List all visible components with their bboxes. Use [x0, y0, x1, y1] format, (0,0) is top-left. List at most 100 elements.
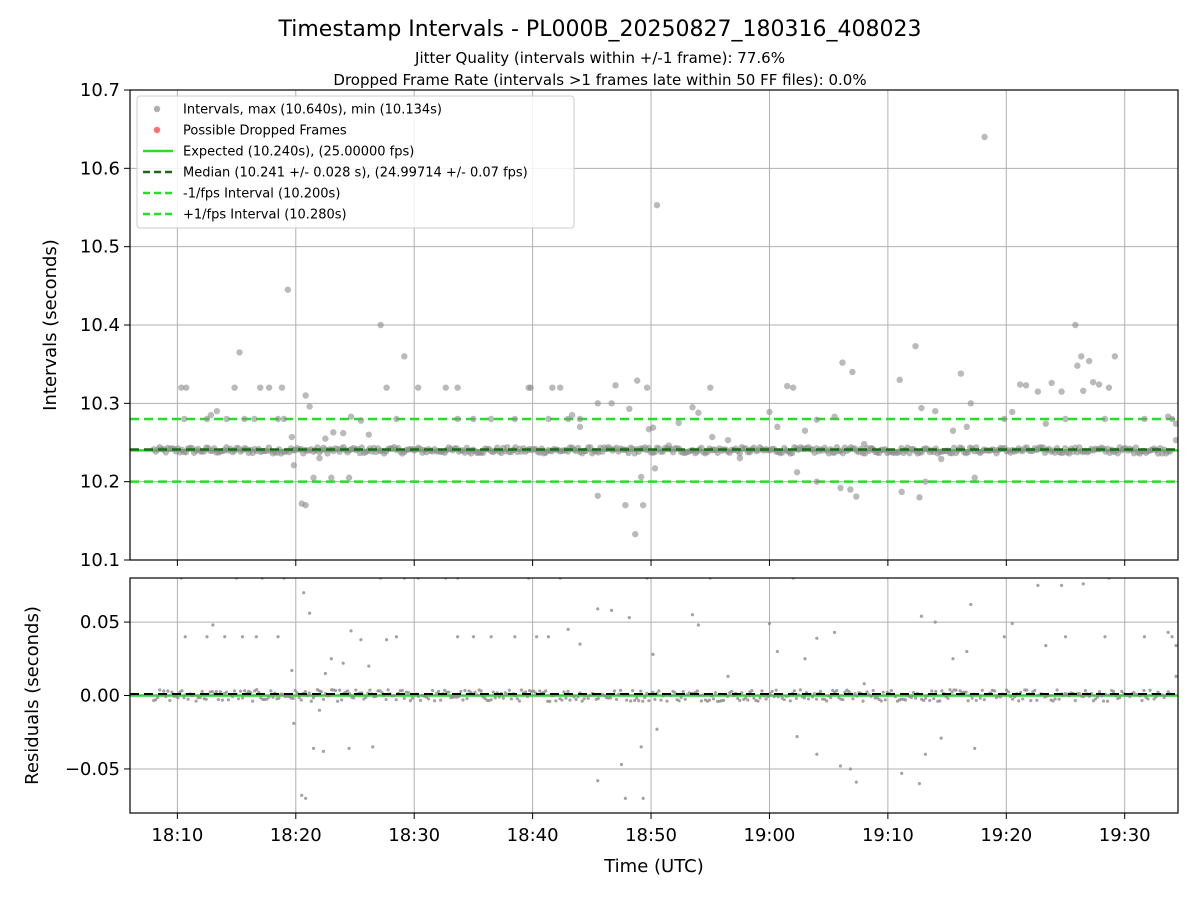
data-point — [416, 694, 421, 699]
data-point — [554, 699, 558, 703]
data-point — [627, 616, 631, 620]
data-point — [681, 689, 685, 694]
data-point — [418, 698, 423, 702]
data-point — [442, 384, 449, 391]
data-point — [869, 694, 873, 699]
data-point — [608, 696, 613, 700]
data-point — [564, 415, 572, 423]
data-point — [1076, 535, 1079, 538]
data-point — [871, 688, 875, 693]
data-point — [922, 698, 926, 703]
data-point — [437, 689, 441, 694]
data-point — [839, 359, 846, 366]
data-point — [696, 623, 701, 627]
data-point — [645, 691, 649, 695]
data-point — [939, 736, 943, 740]
data-point — [957, 370, 965, 377]
data-point — [255, 688, 259, 692]
data-point — [639, 689, 643, 693]
data-point — [580, 699, 584, 703]
data-point — [932, 407, 939, 415]
legend-marker-dropped — [153, 126, 161, 134]
y-tick-label: 10.7 — [80, 80, 120, 101]
data-point — [340, 698, 344, 702]
data-point — [738, 698, 742, 703]
data-point — [746, 698, 750, 702]
data-point — [394, 698, 398, 702]
data-point — [1174, 674, 1178, 679]
data-point — [616, 692, 621, 696]
y-tick-label: 0.00 — [80, 686, 120, 707]
data-point — [766, 694, 770, 698]
data-point — [566, 689, 570, 694]
data-point — [525, 694, 530, 699]
data-point — [302, 591, 306, 595]
data-point — [1128, 695, 1132, 699]
data-point — [775, 649, 779, 654]
x-tick-label: 18:30 — [388, 825, 440, 846]
data-point — [1118, 696, 1122, 700]
data-point — [311, 696, 315, 700]
data-point — [216, 698, 220, 702]
data-point — [786, 573, 789, 576]
data-point — [408, 699, 412, 703]
data-point — [965, 649, 969, 654]
data-point — [1160, 693, 1164, 697]
data-point — [1120, 689, 1124, 693]
data-point — [813, 416, 821, 423]
data-point — [1105, 384, 1113, 391]
data-point — [1105, 699, 1110, 703]
data-point — [1085, 357, 1093, 365]
chart-subtitle-jitter: Jitter Quality (intervals within +/-1 fr… — [414, 49, 785, 67]
data-point — [430, 688, 435, 693]
data-point — [596, 779, 600, 783]
data-point — [1033, 688, 1037, 692]
data-point — [456, 635, 460, 639]
data-point — [614, 572, 617, 575]
data-point — [1081, 694, 1085, 699]
data-point — [673, 691, 677, 695]
data-point — [439, 698, 443, 702]
axes-frame — [129, 577, 1179, 814]
data-point — [756, 699, 760, 703]
data-point — [914, 499, 917, 502]
axes-frame — [129, 89, 1179, 561]
data-point — [479, 689, 483, 693]
data-point — [1166, 690, 1170, 694]
data-point — [967, 400, 974, 407]
data-point — [538, 689, 542, 693]
data-point — [1154, 695, 1158, 699]
data-point — [414, 384, 422, 391]
data-point — [594, 400, 601, 407]
data-point — [970, 696, 974, 700]
data-point — [964, 690, 968, 694]
data-point — [178, 384, 185, 391]
x-tick-label: 18:10 — [151, 825, 203, 846]
data-point — [447, 690, 451, 694]
data-point — [186, 697, 190, 701]
data-point — [236, 697, 241, 701]
data-point — [1044, 643, 1048, 648]
data-point — [1050, 568, 1053, 571]
data-point — [758, 696, 762, 700]
intervals-panel: 10.1 10.2 10.3 10.4 10.5 10.6 10.7 Intervals (s… — [40, 80, 1179, 571]
data-point — [722, 698, 726, 702]
data-point — [345, 474, 353, 481]
data-point — [352, 696, 356, 700]
data-point — [917, 782, 922, 786]
data-point — [1057, 697, 1061, 701]
data-point — [162, 689, 166, 693]
data-point — [203, 415, 211, 423]
data-point — [267, 695, 271, 699]
data-point — [232, 689, 237, 693]
data-point — [166, 689, 170, 693]
data-point — [736, 454, 744, 462]
data-point — [1051, 699, 1055, 703]
data-point — [497, 695, 501, 699]
data-point — [933, 620, 937, 624]
data-point — [394, 635, 399, 639]
data-point — [851, 697, 855, 701]
data-point — [792, 689, 796, 693]
data-point — [347, 413, 355, 420]
data-point — [1132, 690, 1136, 695]
